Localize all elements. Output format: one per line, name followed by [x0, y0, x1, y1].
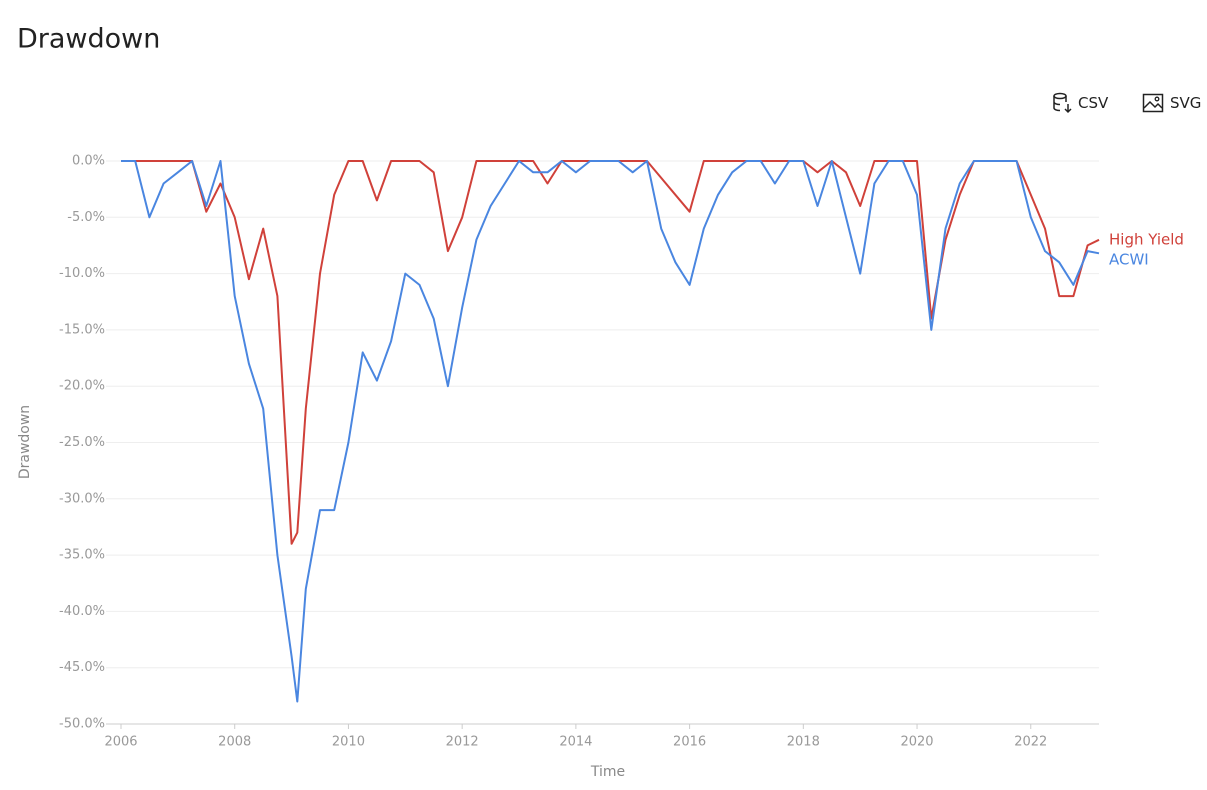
x-tick-label: 2022: [1014, 735, 1047, 750]
y-tick-label: -35.0%: [59, 548, 105, 563]
y-tick-label: -10.0%: [59, 266, 105, 281]
x-tick-label: 2012: [446, 735, 479, 750]
y-tick-label: 0.0%: [72, 154, 105, 169]
y-tick-label: -50.0%: [59, 717, 105, 732]
x-tick-label: 2014: [559, 735, 592, 750]
x-axis-label: Time: [590, 764, 625, 780]
svg-label: SVG: [1170, 94, 1202, 112]
series-line: [121, 160, 1100, 545]
x-tick-label: 2018: [787, 735, 820, 750]
x-tick-label: 2016: [673, 735, 706, 750]
x-tick-label: 2006: [104, 735, 137, 750]
y-tick-label: -20.0%: [59, 379, 105, 394]
chart-title: Drawdown: [17, 24, 160, 55]
series-line: [121, 160, 1100, 703]
csv-button[interactable]: CSV: [1052, 92, 1108, 114]
csv-label: CSV: [1078, 94, 1109, 112]
y-tick-label: -5.0%: [67, 210, 105, 225]
svg-icon: [1142, 93, 1164, 113]
y-tick-label: -45.0%: [59, 660, 105, 675]
legend-label: ACWI: [1109, 250, 1149, 268]
legend-label: High Yield: [1109, 230, 1184, 248]
y-tick-label: -30.0%: [59, 491, 105, 506]
x-tick-label: 2020: [900, 735, 933, 750]
x-tick-label: 2010: [332, 735, 365, 750]
y-tick-label: -40.0%: [59, 604, 105, 619]
csv-icon: [1053, 92, 1072, 114]
y-axis-label: Drawdown: [17, 405, 33, 479]
x-tick-label: 2008: [218, 735, 251, 750]
y-tick-label: -15.0%: [59, 322, 105, 337]
y-tick-label: -25.0%: [59, 435, 105, 450]
svg-button[interactable]: SVG: [1142, 92, 1201, 114]
